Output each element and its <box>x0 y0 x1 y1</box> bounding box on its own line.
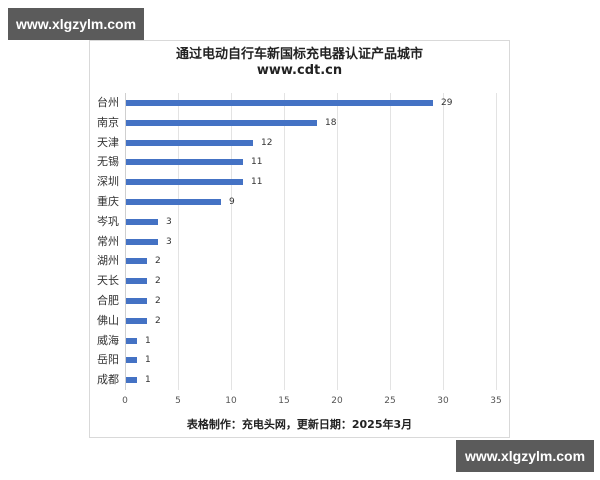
bar <box>126 140 253 146</box>
category-label: 威海 <box>97 334 119 347</box>
bar-row: 深圳 11 <box>97 172 496 192</box>
x-tick-label: 5 <box>175 396 181 406</box>
gridline <box>284 93 285 390</box>
value-label: 11 <box>251 177 263 187</box>
value-label: 29 <box>441 98 453 108</box>
bar-row: 佛山 2 <box>97 311 496 331</box>
bar-row: 南京 18 <box>97 113 496 133</box>
bar-row: 威海 1 <box>97 331 496 351</box>
value-label: 9 <box>229 197 235 207</box>
x-tick-label: 10 <box>225 396 237 406</box>
bar-row: 岑巩 3 <box>97 212 496 232</box>
bar-row: 重庆 9 <box>97 192 496 212</box>
gridline <box>337 93 338 390</box>
bar <box>126 100 433 106</box>
value-label: 11 <box>251 157 263 167</box>
chart-footnote: 表格制作：充电头网，更新日期：2025年3月 <box>186 418 413 431</box>
category-label: 深圳 <box>97 175 119 188</box>
category-label: 台州 <box>97 96 119 109</box>
value-label: 3 <box>166 217 172 227</box>
x-tick-label: 35 <box>490 396 502 406</box>
category-label: 南京 <box>97 116 119 129</box>
category-label: 天长 <box>97 274 119 287</box>
bar <box>126 357 137 363</box>
category-label: 岳阳 <box>97 353 119 366</box>
category-label: 成都 <box>97 373 119 386</box>
chart-title: 通过电动自行车新国标充电器认证产品城市 <box>175 47 423 62</box>
gridline <box>231 93 232 390</box>
value-label: 1 <box>145 336 151 346</box>
x-tick-label: 25 <box>384 396 396 406</box>
value-label: 3 <box>166 237 172 247</box>
bar-row: 湖州 2 <box>97 251 496 271</box>
category-label: 湖州 <box>97 254 119 267</box>
category-label: 常州 <box>97 235 119 248</box>
bar-row: 岳阳 1 <box>97 350 496 370</box>
bar <box>126 258 147 264</box>
category-label: 天津 <box>97 136 119 149</box>
bar <box>126 159 243 165</box>
bar <box>126 278 147 284</box>
category-label: 合肥 <box>97 294 119 307</box>
bar-row: 常州 3 <box>97 232 496 252</box>
gridline <box>390 93 391 390</box>
category-label: 无锡 <box>97 155 119 168</box>
value-label: 2 <box>155 276 161 286</box>
x-tick-label: 15 <box>278 396 290 406</box>
value-label: 2 <box>155 256 161 266</box>
plot-area: 台州 29 南京 18 天津 12 无锡 11 深圳 11 重庆 9 岑巩 3 常州 3 湖州 2 天长 2 合肥 2 佛山… <box>97 93 502 406</box>
bar <box>126 179 243 185</box>
x-tick-label: 20 <box>331 396 343 406</box>
bar-row: 合肥 2 <box>97 291 496 311</box>
chart-subtitle: www.cdt.cn <box>256 63 343 78</box>
bar <box>126 298 147 304</box>
value-label: 2 <box>155 296 161 306</box>
watermark-top: www.xlgzylm.com <box>8 8 144 40</box>
x-tick-label: 30 <box>437 396 449 406</box>
category-label: 重庆 <box>97 195 119 208</box>
bar-row: 天长 2 <box>97 271 496 291</box>
category-label: 岑巩 <box>97 215 119 228</box>
bar <box>126 120 317 126</box>
bar-row: 无锡 11 <box>97 152 496 172</box>
bar <box>126 377 137 383</box>
bar-row: 天津 12 <box>97 133 496 153</box>
value-label: 2 <box>155 316 161 326</box>
category-label: 佛山 <box>97 314 119 327</box>
gridline <box>178 93 179 390</box>
value-label: 1 <box>145 355 151 365</box>
bar <box>126 318 147 324</box>
bar <box>126 338 137 344</box>
bar <box>126 219 158 225</box>
gridline <box>496 93 497 390</box>
bar-row: 台州 29 <box>97 93 496 113</box>
bar <box>126 239 158 245</box>
chart-card: 通过电动自行车新国标充电器认证产品城市 www.cdt.cn 台州 29 南京 18 天… <box>89 40 510 438</box>
value-label: 18 <box>325 118 337 128</box>
value-label: 12 <box>261 138 273 148</box>
bar-row: 成都 1 <box>97 370 496 390</box>
gridline <box>443 93 444 390</box>
value-label: 1 <box>145 375 151 385</box>
y-axis-line <box>125 93 126 390</box>
watermark-bottom: www.xlgzylm.com <box>456 440 594 472</box>
bar <box>126 199 221 205</box>
x-tick-label: 0 <box>122 396 128 406</box>
